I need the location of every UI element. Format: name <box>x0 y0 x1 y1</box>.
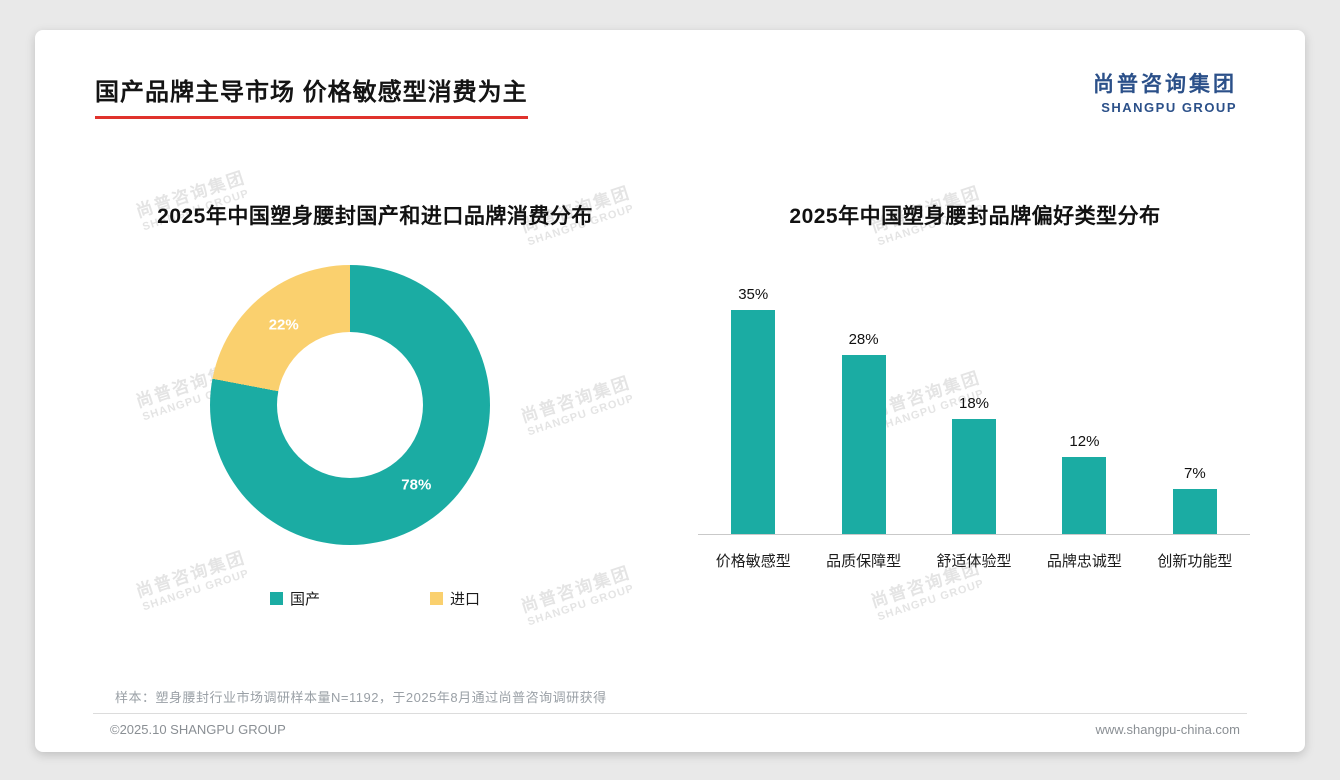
bar-value-label: 18% <box>959 395 990 412</box>
copyright-text: ©2025.10 SHANGPU GROUP <box>110 722 286 737</box>
donut-chart-title: 2025年中国塑身腰封国产和进口品牌消费分布 <box>157 205 593 228</box>
bottom-bar: ©2025.10 SHANGPU GROUP www.shangpu-china… <box>110 722 1240 737</box>
bar-value-label: 7% <box>1183 465 1206 482</box>
bar <box>1062 457 1107 534</box>
bar-column: 18% <box>919 395 1029 534</box>
bar-value-label: 28% <box>848 331 879 348</box>
bar <box>731 310 776 534</box>
legend-swatch <box>430 592 443 605</box>
bar-plot-area: 35% 28% 18% 12% 7% <box>698 272 1250 535</box>
bar-value-label: 12% <box>1069 433 1100 450</box>
bar-column: 35% <box>698 286 808 534</box>
slide-card: 尚普咨询集团 SHANGPU GROUP 尚普咨询集团 SHANGPU GROUP 尚普… <box>35 30 1305 752</box>
website-text: www.shangpu-china.com <box>1095 722 1240 737</box>
legend-label: 进口 <box>450 591 481 608</box>
legend-label: 国产 <box>289 591 320 608</box>
donut-chart: 78% 22% <box>210 265 490 545</box>
bar-chart-title: 2025年中国塑身腰封品牌偏好类型分布 <box>789 205 1161 228</box>
bar-category-axis: 价格敏感型 品质保障型 舒适体验型 品牌忠诚型 创新功能型 <box>698 535 1250 571</box>
bar <box>841 355 886 534</box>
slide-content: 国产品牌主导市场 价格敏感型消费为主 尚普咨询集团 SHANGPU GROUP … <box>35 30 1305 752</box>
footer-divider <box>93 713 1247 714</box>
logo-english-text: SHANGPU GROUP <box>1101 100 1237 115</box>
bar <box>1172 489 1217 534</box>
legend-item: 国产 <box>269 588 320 609</box>
sample-note: 样本：塑身腰封行业市场调研样本量N=1192，于2025年8月通过尚普咨询调研获… <box>115 690 607 705</box>
bar-category-label: 品牌忠诚型 <box>1046 553 1122 570</box>
company-logo: 尚普咨询集团 SHANGPU GROUP <box>1093 68 1237 115</box>
bar <box>952 419 997 534</box>
bar-category-label: 价格敏感型 <box>715 553 791 570</box>
bar-chart: 35% 28% 18% 12% 7% 价格敏感型 品质保障型 舒适体验型 品牌忠诚型 创新功能型 <box>698 272 1250 571</box>
bar-category-label: 创新功能型 <box>1157 553 1233 570</box>
bar-category-label: 舒适体验型 <box>936 553 1012 570</box>
bar-column: 28% <box>808 331 918 534</box>
legend-swatch <box>269 592 283 605</box>
bar-column: 12% <box>1029 433 1139 534</box>
logo-chinese-text: 尚普咨询集团 <box>1093 73 1237 96</box>
donut-slice-label: 22% <box>268 316 299 334</box>
bar-value-label: 35% <box>738 286 769 303</box>
donut-legend: 国产 进口 <box>85 588 665 609</box>
legend-item: 进口 <box>430 588 480 609</box>
page-title: 国产品牌主导市场 价格敏感型消费为主 <box>95 72 528 119</box>
donut-hole <box>277 332 423 478</box>
bar-column: 7% <box>1140 465 1250 534</box>
bar-category-label: 品质保障型 <box>826 553 902 570</box>
donut-slice-label: 78% <box>401 476 432 494</box>
